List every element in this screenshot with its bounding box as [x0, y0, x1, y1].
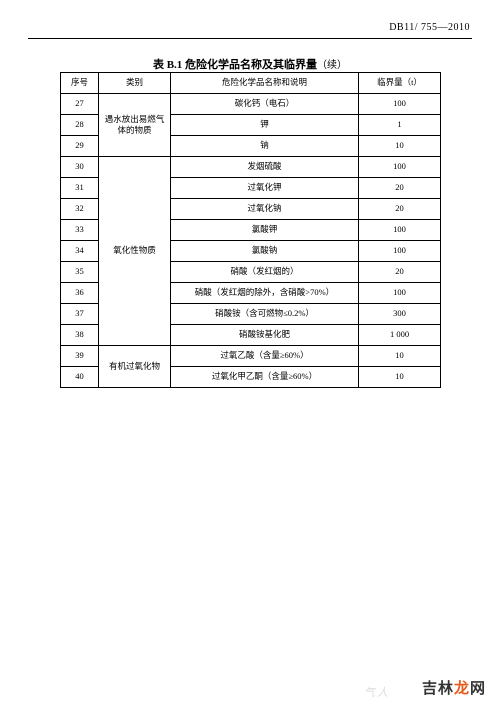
cell-seq: 27 — [61, 94, 99, 115]
cell-limit: 1 — [359, 115, 441, 136]
brand-part-3: 网 — [470, 680, 486, 697]
cell-name: 过氧化钾 — [171, 178, 359, 199]
chemicals-table: 序号类别危险化学品名称和说明临界量（t）27遇水放出易燃气体的物质碳化钙（电石）… — [60, 72, 441, 388]
watermark-text: 气人 — [364, 684, 390, 700]
title-continued: （续） — [317, 60, 347, 71]
cell-limit: 20 — [359, 262, 441, 283]
cell-seq: 39 — [61, 346, 99, 367]
cell-seq: 31 — [61, 178, 99, 199]
title-main: 表 B.1 危险化学品名称及其临界量 — [153, 59, 317, 71]
cell-category: 氧化性物质 — [99, 157, 171, 346]
table-title: 表 B.1 危险化学品名称及其临界量（续） — [0, 56, 500, 72]
cell-seq: 30 — [61, 157, 99, 178]
cell-limit: 10 — [359, 367, 441, 388]
cell-limit: 1 000 — [359, 325, 441, 346]
cell-name: 过氧化甲乙酮（含量≥60%） — [171, 367, 359, 388]
cell-name: 发烟硫酸 — [171, 157, 359, 178]
cell-seq: 32 — [61, 199, 99, 220]
cell-limit: 300 — [359, 304, 441, 325]
cell-limit: 10 — [359, 136, 441, 157]
cell-seq: 35 — [61, 262, 99, 283]
brand-part-1: 吉林 — [422, 680, 454, 697]
cell-seq: 34 — [61, 241, 99, 262]
cell-category: 有机过氧化物 — [99, 346, 171, 388]
cell-seq: 38 — [61, 325, 99, 346]
cell-limit: 20 — [359, 199, 441, 220]
brand-part-2: 龙 — [454, 680, 470, 697]
cell-category: 遇水放出易燃气体的物质 — [99, 94, 171, 157]
cell-seq: 28 — [61, 115, 99, 136]
cell-name: 硝酸铵（含可燃物≤0.2%） — [171, 304, 359, 325]
cell-limit: 100 — [359, 157, 441, 178]
header-rule — [28, 38, 472, 39]
cell-name: 过氧乙酸（含量≥60%） — [171, 346, 359, 367]
header-cell-name: 危险化学品名称和说明 — [171, 73, 359, 94]
site-branding: 吉林龙网 — [422, 677, 486, 698]
cell-name: 钠 — [171, 136, 359, 157]
cell-seq: 29 — [61, 136, 99, 157]
cell-limit: 100 — [359, 94, 441, 115]
cell-seq: 40 — [61, 367, 99, 388]
document-code: DB11/ 755—2010 — [389, 22, 470, 33]
cell-seq: 37 — [61, 304, 99, 325]
cell-limit: 100 — [359, 241, 441, 262]
cell-name: 钾 — [171, 115, 359, 136]
cell-name: 硝酸铵基化肥 — [171, 325, 359, 346]
cell-name: 硝酸（发红烟的除外，含硝酸>70%） — [171, 283, 359, 304]
table-container: 序号类别危险化学品名称和说明临界量（t）27遇水放出易燃气体的物质碳化钙（电石）… — [60, 72, 440, 388]
table-row: 27遇水放出易燃气体的物质碳化钙（电石）100 — [61, 94, 441, 115]
cell-limit: 10 — [359, 346, 441, 367]
cell-limit: 100 — [359, 220, 441, 241]
cell-seq: 33 — [61, 220, 99, 241]
cell-name: 氯酸钠 — [171, 241, 359, 262]
header-cell-seq: 序号 — [61, 73, 99, 94]
cell-name: 过氧化钠 — [171, 199, 359, 220]
table-row: 30氧化性物质发烟硫酸100 — [61, 157, 441, 178]
cell-name: 氯酸钾 — [171, 220, 359, 241]
header-cell-limit: 临界量（t） — [359, 73, 441, 94]
cell-limit: 20 — [359, 178, 441, 199]
table-row: 39有机过氧化物过氧乙酸（含量≥60%）10 — [61, 346, 441, 367]
cell-limit: 100 — [359, 283, 441, 304]
cell-name: 硝酸（发红烟的） — [171, 262, 359, 283]
cell-name: 碳化钙（电石） — [171, 94, 359, 115]
cell-seq: 36 — [61, 283, 99, 304]
header-cell-category: 类别 — [99, 73, 171, 94]
